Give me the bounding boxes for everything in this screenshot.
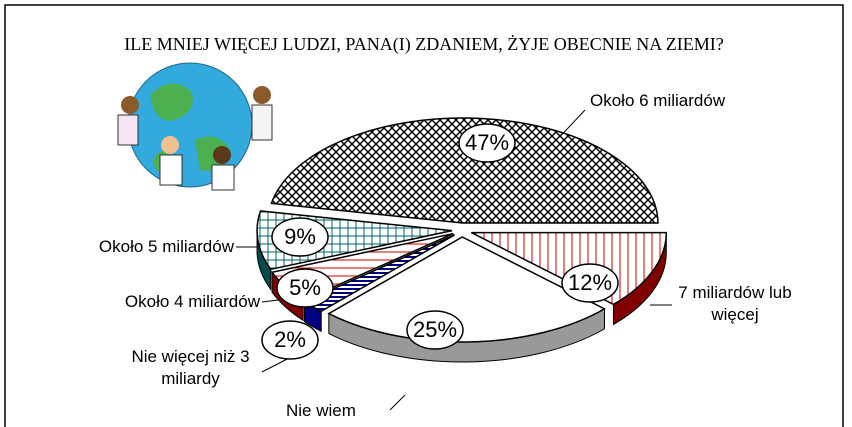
- page: 47% 12% 25% 2% 5% 9% ILE MNIEJ WIĘCEJ LUDZI, …: [0, 0, 852, 427]
- chart-title: ILE MNIEJ WIĘCEJ LUDZI, PANA(I) ZDANIEM,…: [5, 34, 843, 55]
- category-label: Nie więcej niż 3 miliardy: [118, 346, 263, 390]
- category-label: Około 5 miliardów: [20, 236, 234, 258]
- category-label: Około 6 miliardów: [590, 90, 725, 112]
- value-label: 5%: [289, 275, 321, 300]
- value-label: 2%: [274, 327, 306, 352]
- globe-clipart: [118, 63, 272, 190]
- value-label: 25%: [413, 317, 457, 342]
- value-label: 12%: [568, 270, 612, 295]
- value-label: 9%: [284, 224, 316, 249]
- category-label: Około 4 miliardów: [48, 291, 260, 313]
- value-label: 47%: [465, 130, 509, 155]
- category-label: 7 miliardów lub więcej: [675, 282, 795, 326]
- category-label: Nie wiem: [286, 400, 356, 422]
